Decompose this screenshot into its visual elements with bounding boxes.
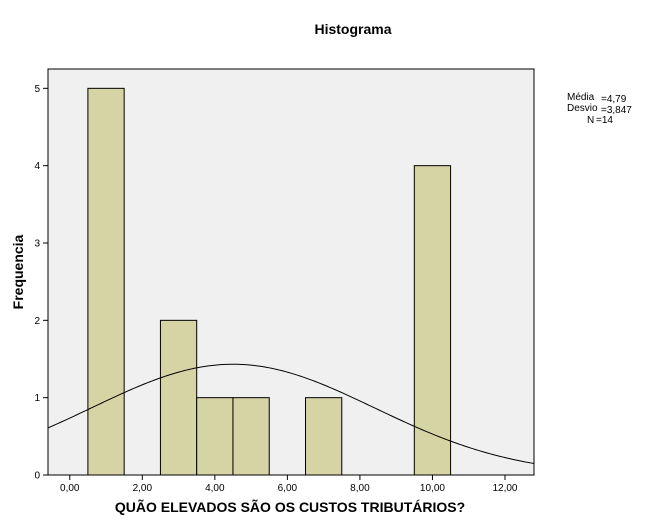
normal-curve xyxy=(47,363,535,464)
stat-sd-value: =3,847 xyxy=(601,105,632,116)
y-tick-label-2: 2 xyxy=(34,316,40,327)
histogram-bar-2 xyxy=(196,397,234,476)
y-tick-label-3: 3 xyxy=(34,239,40,250)
stat-n-value: =14 xyxy=(596,115,613,126)
x-axis: 0,00 2,00 4,00 6,00 8,00 10,00 12,00 xyxy=(60,475,518,494)
x-tick-label-2: 4,00 xyxy=(205,483,225,494)
stat-n-label: N xyxy=(587,115,594,126)
bars-group xyxy=(87,87,452,476)
y-tick-label-0: 0 xyxy=(34,471,40,482)
histogram-bar-1 xyxy=(159,319,198,476)
y-axis-label: Frequencia xyxy=(10,234,26,309)
stat-sd-label: Desvio xyxy=(567,103,598,114)
y-tick-label-4: 4 xyxy=(34,161,40,172)
x-tick-label-5: 10,00 xyxy=(420,483,445,494)
stat-mean-label: Média xyxy=(567,92,595,103)
chart-title: Histograma xyxy=(314,21,391,37)
histogram-bar-0 xyxy=(87,87,125,476)
stats-box: Média =4,79 Desvio =3,847 N =14 xyxy=(567,92,632,126)
x-tick-label-6: 12,00 xyxy=(492,483,517,494)
x-tick-label-3: 6,00 xyxy=(278,483,298,494)
y-tick-label-1: 1 xyxy=(34,393,40,404)
y-tick-label-5: 5 xyxy=(34,84,40,95)
x-tick-label-0: 0,00 xyxy=(60,483,80,494)
histogram-bar-4 xyxy=(305,397,343,476)
x-tick-label-4: 8,00 xyxy=(350,483,370,494)
x-axis-label: QUÃO ELEVADOS SÃO OS CUSTOS TRIBUTÁRIOS? xyxy=(115,498,465,515)
plot-area xyxy=(47,68,535,476)
histogram-bar-3 xyxy=(232,397,270,476)
y-axis: 0 1 2 3 4 5 xyxy=(34,84,48,482)
x-tick-label-1: 2,00 xyxy=(133,483,153,494)
stat-mean-value: =4,79 xyxy=(601,94,627,105)
